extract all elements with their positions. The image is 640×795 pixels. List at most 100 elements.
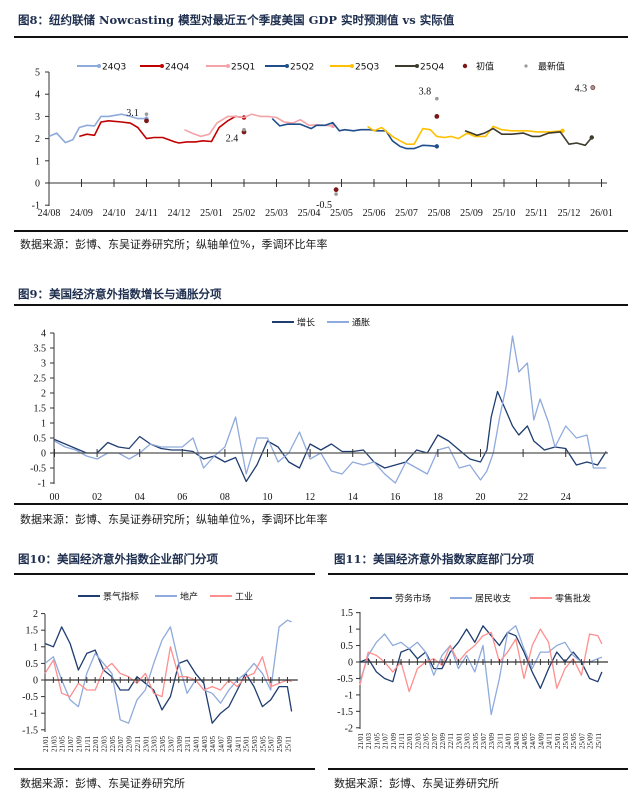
- fig10-legend-景气指标: 景气指标: [103, 591, 139, 603]
- fig9-y-tick-label: 1.5: [34, 404, 47, 415]
- fig11-legend-居民收支: 居民收支: [475, 593, 511, 605]
- fig8-x-tick-label: 25/03: [265, 208, 288, 219]
- fig10-y-tick-label: -1: [30, 709, 38, 720]
- fig8-legend-25Q1: 25Q1: [231, 63, 255, 73]
- fig8-x-tick-label: 25/05: [330, 208, 353, 219]
- fig11-x-tick-label: 25/11: [595, 733, 603, 749]
- fig10-x-tick-label: 23/07: [167, 736, 175, 752]
- fig10-x-tick-label: 23/05: [159, 736, 167, 752]
- fig8-data-label: 4.3: [575, 84, 588, 95]
- fig11-x-tick-label: 22/09: [439, 733, 447, 749]
- fig9-x-tick-label: 20: [476, 492, 486, 503]
- fig8-y-tick-label: 5: [35, 68, 40, 79]
- fig9-x-tick-label: 02: [92, 492, 102, 503]
- fig9-y-tick-label: 2.5: [34, 374, 47, 385]
- fig8-x-tick-label: 25/11: [525, 208, 547, 219]
- fig8-data-label: -0.5: [316, 200, 332, 211]
- fig11-x-tick-label: 24/11: [546, 733, 554, 749]
- fig11-x-tick-label: 24/07: [529, 733, 537, 749]
- fig9-x-tick-label: 24: [561, 492, 571, 503]
- fig11-y-tick-label: 1.5: [341, 608, 354, 619]
- fig11-x-tick-label: 25/03: [562, 733, 570, 749]
- fig11-y-tick-label: -0.5: [337, 674, 353, 685]
- fig11-x-tick-label: 23/03: [464, 733, 472, 749]
- fig11-x-tick-label: 25/05: [570, 733, 578, 749]
- fig8-legend-25Q1-marker: [226, 64, 230, 68]
- fig9-title: 图9：美国经济意外指数增长与通胀分项: [18, 287, 222, 301]
- fig10-source: 数据来源：彭博、东吴证券研究所: [20, 777, 185, 790]
- fig11-title: 图11：美国经济意外指数家庭部门分项: [334, 552, 535, 566]
- fig10-y-tick-label: -1.5: [22, 725, 38, 736]
- fig8-series-end-point: [434, 144, 440, 149]
- fig8-legend-24Q4: 24Q4: [165, 63, 190, 73]
- fig8-latest-point: [242, 127, 246, 132]
- fig8-series-end-point: [560, 128, 565, 134]
- fig10-y-tick-label: 0.5: [26, 659, 39, 670]
- fig11-x-tick-label: 23/05: [472, 733, 480, 749]
- fig9-source: 数据来源：彭博、东吴证券研究所；纵轴单位%，季调环比年率: [20, 513, 328, 526]
- fig10-x-tick-label: 22/01: [92, 736, 100, 752]
- fig8-y-tick-label: -1: [32, 201, 40, 212]
- fig11-x-tick-label: 24/03: [513, 733, 521, 749]
- fig11-x-tick-label: 22/11: [447, 733, 455, 749]
- fig8-legend-24Q3-marker: [97, 64, 101, 68]
- fig8-x-tick-label: 26/01: [590, 208, 613, 219]
- fig10-x-tick-label: 21/01: [42, 736, 50, 752]
- fig11-legend-零售批发: 零售批发: [555, 593, 591, 605]
- fig9-y-tick-label: 0.5: [34, 434, 47, 445]
- fig11-y-tick-label: 0: [348, 658, 353, 669]
- fig8-x-tick-label: 25/04: [298, 208, 321, 219]
- fig11-y-tick-label: -1.5: [337, 707, 353, 718]
- fig11-source: 数据来源：彭博、东吴证券研究所: [334, 777, 499, 790]
- fig11-x-tick-label: 23/07: [480, 733, 488, 749]
- fig11-top-rule: [328, 573, 628, 575]
- fig10-legend-工业: 工业: [235, 592, 253, 603]
- fig8-y-tick-label: 4: [35, 90, 40, 101]
- fig8-x-tick-label: 25/12: [558, 208, 581, 219]
- fig8-latest-point: [591, 85, 595, 90]
- fig10-series-景气指标: [44, 626, 293, 724]
- fig8-series-24Q4: [79, 115, 245, 144]
- fig10-bottom-rule: [14, 768, 315, 770]
- fig8-latest-point: [144, 112, 149, 116]
- fig8-x-tick-label: 25/06: [363, 208, 386, 219]
- fig10-x-tick-label: 24/01: [192, 736, 200, 752]
- fig8-x-tick-label: 24/10: [103, 208, 126, 219]
- fig10-x-tick-label: 24/09: [226, 736, 234, 752]
- fig11-x-tick-label: 21/09: [390, 733, 398, 749]
- fig8-data-label: 2.4: [226, 134, 239, 145]
- fig11-x-tick-label: 24/01: [505, 733, 513, 749]
- fig11-legend-劳务市场: 劳务市场: [395, 593, 431, 605]
- fig9-y-tick-label: 3.5: [34, 344, 47, 355]
- fig10-y-tick-label: -0.5: [22, 692, 38, 703]
- fig11-x-tick-label: 25/01: [554, 733, 562, 749]
- fig9-x-tick-label: 14: [348, 492, 358, 503]
- fig9-y-tick-label: 4: [41, 329, 46, 340]
- fig10-x-tick-label: 25/03: [251, 736, 259, 752]
- fig8-legend-latest: 最新值: [538, 61, 565, 73]
- fig11-y-tick-label: 0.5: [341, 641, 354, 652]
- fig10-legend-地产: 地产: [180, 591, 198, 603]
- fig8-latest-point: [435, 96, 439, 101]
- fig11-x-tick-label: 21/01: [357, 733, 365, 749]
- fig8-x-tick-label: 25/08: [428, 208, 451, 219]
- fig11-x-tick-label: 24/05: [521, 733, 529, 749]
- fig9-y-tick-label: 2: [41, 389, 46, 400]
- fig9-x-tick-label: 22: [518, 492, 528, 503]
- fig11-x-tick-label: 22/07: [431, 733, 439, 749]
- fig9-x-tick-label: 00: [50, 492, 60, 503]
- fig8-legend-24Q4-marker: [160, 64, 164, 68]
- fig10-x-tick-label: 21/11: [84, 736, 92, 752]
- fig8-legend-24Q3: 24Q3: [102, 63, 126, 73]
- fig8-initial-point: [333, 187, 339, 193]
- fig8-initial-point: [434, 114, 440, 119]
- fig10-x-tick-label: 23/03: [151, 736, 159, 752]
- fig9-series-通胀: [54, 335, 607, 484]
- fig8-legend-initial-marker: [462, 63, 468, 69]
- fig9-y-tick-label: 1: [41, 419, 46, 430]
- fig10-x-tick-label: 23/11: [184, 736, 192, 752]
- fig9-y-tick-label: -1: [38, 479, 46, 490]
- fig11-x-tick-label: 22/03: [414, 733, 422, 749]
- fig8-x-tick-label: 24/09: [70, 208, 93, 219]
- fig8-y-tick-label: 3: [35, 112, 40, 123]
